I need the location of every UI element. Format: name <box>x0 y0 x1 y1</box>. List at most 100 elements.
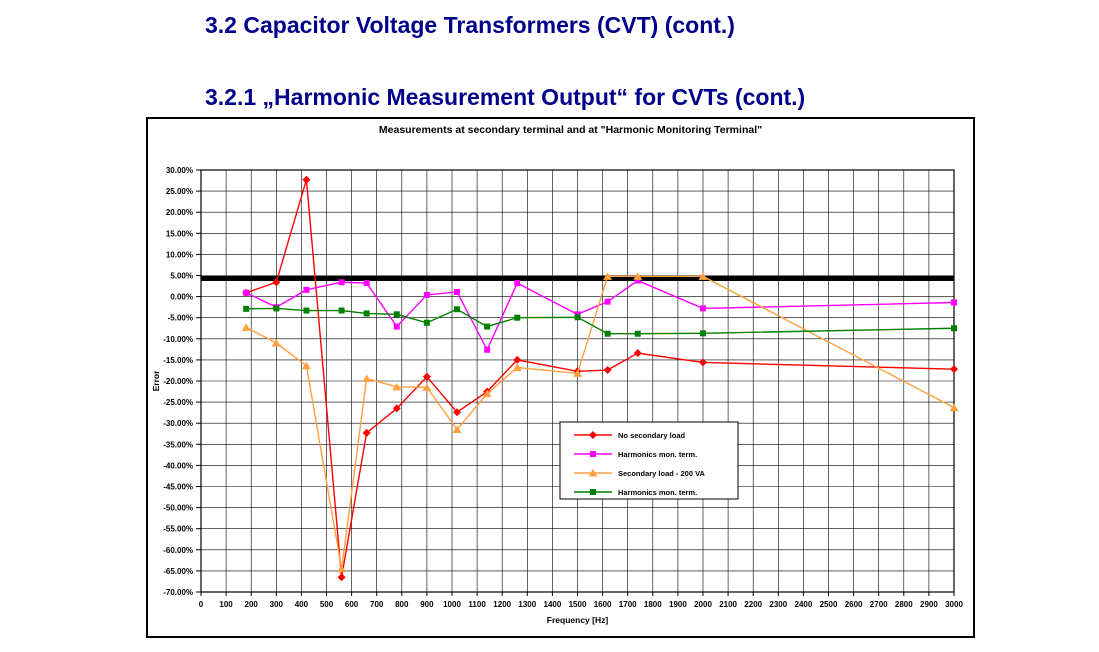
x-tick-label: 400 <box>295 600 309 609</box>
x-tick-label: 1300 <box>518 600 536 609</box>
data-point-marker <box>573 369 582 377</box>
x-tick-label: 2800 <box>895 600 913 609</box>
y-tick-label: -65.00% <box>163 567 193 576</box>
data-point-marker <box>241 323 251 331</box>
data-point-marker <box>362 374 372 382</box>
x-tick-label: 700 <box>370 600 384 609</box>
data-point-marker <box>301 361 311 370</box>
y-tick-label: -25.00% <box>163 398 193 407</box>
data-point-marker <box>951 299 957 306</box>
data-point-marker <box>363 280 370 287</box>
y-tick-label: -30.00% <box>163 419 193 428</box>
data-point-marker <box>700 305 706 312</box>
legend-swatch-marker <box>588 469 598 477</box>
legend-label: No secondary load <box>618 431 686 440</box>
data-point-marker <box>700 330 706 337</box>
y-tick-label: -55.00% <box>163 525 193 534</box>
legend-swatch-marker <box>590 451 596 457</box>
y-tick-label: -60.00% <box>163 546 193 555</box>
data-point-marker <box>423 319 430 326</box>
legend: No secondary load Harmonics mon. term. Sec… <box>559 421 739 500</box>
data-point-marker <box>482 389 492 398</box>
x-tick-label: 0 <box>199 600 204 609</box>
data-point-marker <box>363 310 370 317</box>
plot-border <box>200 169 955 593</box>
y-tick-label: -45.00% <box>163 483 193 492</box>
y-tick-label: -70.00% <box>163 588 193 597</box>
y-tick-label: 15.00% <box>166 229 193 238</box>
data-point-marker <box>273 305 280 312</box>
data-point-marker <box>950 365 958 374</box>
data-point-marker <box>604 298 611 305</box>
data-point-marker <box>604 330 611 337</box>
legend-label: Harmonics mon. term. <box>618 488 697 497</box>
x-tick-label: 200 <box>245 600 259 609</box>
data-point-marker <box>302 175 311 184</box>
harmonics-error-line-chart: Measurements at secondary terminal and a… <box>151 124 963 625</box>
data-point-marker <box>634 330 641 337</box>
data-point-marker <box>949 403 959 412</box>
y-tick-label: -20.00% <box>163 377 193 386</box>
data-point-marker <box>423 291 430 298</box>
data-point-marker <box>514 280 521 287</box>
data-point-marker <box>634 277 641 284</box>
data-point-marker <box>951 325 957 332</box>
data-point-marker <box>574 314 581 321</box>
axis-ticks <box>196 169 955 596</box>
grid <box>200 169 955 593</box>
x-tick-label: 800 <box>395 600 409 609</box>
data-point-marker <box>484 346 491 353</box>
x-tick-label: 100 <box>219 600 233 609</box>
x-tick-label: 1500 <box>569 600 587 609</box>
x-tick-label: 1400 <box>544 600 562 609</box>
x-tick-label: 1800 <box>644 600 662 609</box>
legend-label: Harmonics mon. term. <box>618 450 697 459</box>
x-tick-label: 3000 <box>945 600 963 609</box>
data-point-marker <box>303 286 310 293</box>
y-tick-label: -35.00% <box>163 440 193 449</box>
data-point-marker <box>603 366 612 375</box>
data-point-marker <box>512 363 522 371</box>
section-heading: 3.2 Capacitor Voltage Transformers (CVT)… <box>205 12 735 38</box>
data-point-marker <box>303 307 310 314</box>
data-point-marker <box>362 428 371 437</box>
x-tick-label: 2500 <box>820 600 838 609</box>
y-axis-title: Error <box>151 370 161 391</box>
series-line <box>245 179 955 578</box>
series-0 <box>242 175 958 582</box>
data-point-marker <box>392 404 401 413</box>
x-tick-label: 600 <box>345 600 359 609</box>
x-tick-label: 2300 <box>769 600 787 609</box>
x-tick-label: 2100 <box>719 600 737 609</box>
data-point-marker <box>338 279 345 286</box>
data-point-marker <box>243 305 250 312</box>
data-point-marker <box>452 425 462 434</box>
data-point-marker <box>454 306 461 313</box>
legend-label: Secondary load - 200 VA <box>618 469 706 478</box>
y-tick-label: 30.00% <box>166 166 193 175</box>
chart-figure: Measurements at secondary terminal and a… <box>146 117 975 638</box>
x-tick-label: 2600 <box>845 600 863 609</box>
subsection-heading: 3.2.1 „Harmonic Measurement Output“ for … <box>205 84 806 110</box>
data-point-marker <box>698 272 708 280</box>
series-line <box>245 279 955 352</box>
data-point-marker <box>393 323 400 330</box>
x-tick-label: 900 <box>420 600 434 609</box>
data-point-marker <box>603 272 613 280</box>
data-point-marker <box>454 288 461 295</box>
series-3 <box>243 305 957 337</box>
x-tick-label: 1900 <box>669 600 687 609</box>
series-2 <box>241 272 959 573</box>
x-tick-label: 2200 <box>744 600 762 609</box>
data-point-marker <box>514 314 521 321</box>
data-point-marker <box>699 358 707 367</box>
data-point-marker <box>422 372 431 381</box>
data-point-marker <box>338 307 345 314</box>
y-tick-label: 10.00% <box>166 250 193 259</box>
data-point-marker <box>484 323 491 330</box>
x-tick-label: 1100 <box>468 600 486 609</box>
data-point-marker <box>337 573 346 582</box>
data-point-marker <box>453 408 462 417</box>
x-tick-label: 1700 <box>619 600 637 609</box>
x-tick-label: 2000 <box>694 600 712 609</box>
